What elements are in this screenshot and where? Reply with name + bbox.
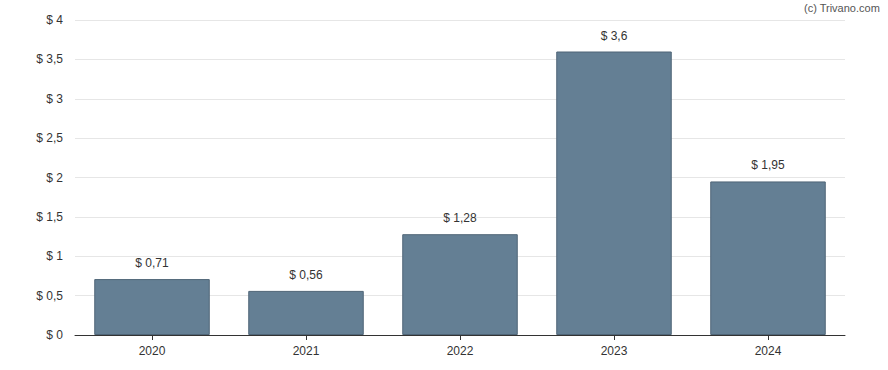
svg-text:$ 3: $ 3 [46,92,63,106]
svg-text:$ 3,6: $ 3,6 [601,29,628,43]
svg-text:$ 0,56: $ 0,56 [289,268,323,282]
svg-text:$ 0,5: $ 0,5 [36,289,63,303]
svg-text:(c) Trivano.com: (c) Trivano.com [804,2,880,14]
svg-text:$ 4: $ 4 [46,13,63,27]
svg-text:$ 0: $ 0 [46,328,63,342]
svg-text:2023: 2023 [601,344,628,358]
svg-text:$ 1,5: $ 1,5 [36,210,63,224]
svg-text:2024: 2024 [755,344,782,358]
svg-text:2020: 2020 [139,344,166,358]
svg-text:$ 0,71: $ 0,71 [135,256,169,270]
svg-text:2021: 2021 [293,344,320,358]
svg-text:2022: 2022 [447,344,474,358]
svg-text:$ 1: $ 1 [46,249,63,263]
svg-text:$ 1,28: $ 1,28 [443,211,477,225]
svg-text:$ 2,5: $ 2,5 [36,131,63,145]
svg-text:$ 2: $ 2 [46,171,63,185]
svg-text:$ 1,95: $ 1,95 [751,158,785,172]
svg-text:$ 3,5: $ 3,5 [36,52,63,66]
